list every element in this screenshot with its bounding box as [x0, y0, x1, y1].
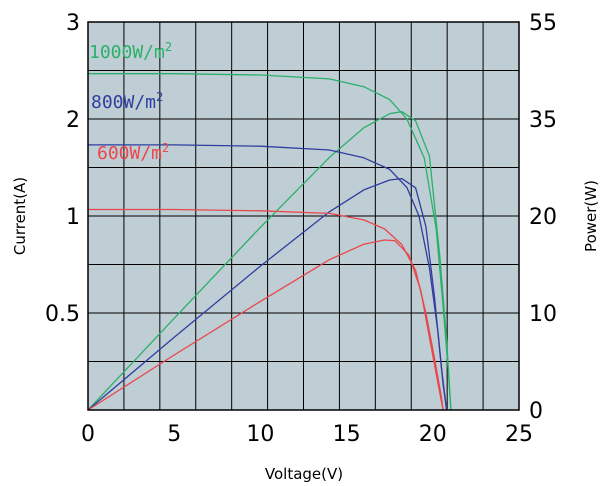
curve-label-2: 600W/m2 — [97, 141, 169, 164]
x-tick-label: 0 — [81, 422, 95, 447]
y-left-tick-label: 3 — [66, 11, 80, 36]
x-tick-label: 25 — [505, 422, 533, 447]
y-right-axis-title: Power(W) — [582, 180, 600, 252]
x-tick-label: 10 — [246, 422, 274, 447]
power-curve-1 — [87, 177, 448, 411]
y-right-tick-label: 55 — [529, 11, 557, 36]
current-curve-0 — [88, 73, 452, 411]
ticks: 0 5 10 15 20 25 0.5 1 2 3 0 10 20 35 55 — [45, 11, 557, 447]
y-right-tick-label: 10 — [529, 302, 557, 327]
power-curve-0 — [87, 110, 452, 411]
y-right-tick-label: 35 — [529, 108, 557, 133]
plot-border — [87, 21, 520, 411]
x-tick-label: 15 — [333, 422, 361, 447]
y-right-tick-label: 0 — [529, 399, 543, 424]
x-tick-label: 5 — [167, 422, 181, 447]
x-axis-title: Voltage(V) — [265, 465, 343, 483]
curve-labels: 1000W/m2 800W/m2 600W/m2 — [89, 40, 172, 164]
y-left-tick-label: 0.5 — [45, 302, 80, 327]
curve-label-0: 1000W/m2 — [89, 40, 172, 63]
y-left-axis-title: Current(A) — [11, 177, 29, 255]
curve-label-1: 800W/m2 — [91, 90, 163, 113]
power-curve-2 — [87, 239, 444, 411]
curves — [87, 73, 452, 411]
y-right-tick-label: 20 — [529, 205, 557, 230]
y-left-tick-label: 1 — [66, 205, 80, 230]
y-left-tick-label: 2 — [66, 108, 80, 133]
x-tick-label: 20 — [419, 422, 447, 447]
current-curve-2 — [88, 208, 444, 411]
